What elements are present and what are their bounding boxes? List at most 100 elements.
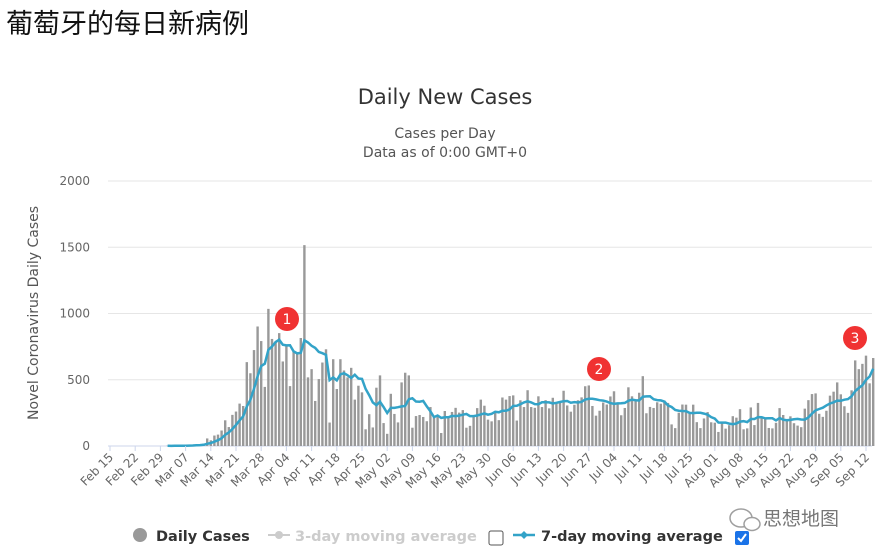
legend-daily-cases[interactable]: Daily Cases [133,528,250,545]
bar [738,409,742,446]
bar [411,427,414,446]
bar [630,396,634,446]
bar [814,393,817,446]
bar [818,413,821,446]
bar [440,433,443,446]
annotation-marker: 2 [587,357,611,381]
bar [548,408,551,446]
bar [346,377,349,446]
bar [414,416,418,446]
bar [274,342,277,446]
bar [558,402,562,446]
bar [533,407,536,446]
bar [566,405,569,446]
bar [828,395,832,446]
bar [450,411,454,446]
bar [742,429,745,446]
bar [468,425,472,446]
bar [497,420,500,446]
bar [555,402,558,446]
bar [368,414,371,446]
bar [854,360,857,446]
bar [692,404,695,446]
bar [519,400,522,446]
y-tick-label: 1000 [59,307,90,321]
bar [551,397,554,446]
bar [321,362,324,446]
bar [288,386,292,446]
bar [443,411,446,446]
legend-3day-average[interactable]: 3-day moving average [268,529,477,545]
x-tick-label: Jul 18 [636,450,670,484]
bar [296,353,299,446]
bar [335,389,338,446]
bar [832,391,835,446]
bar [447,416,450,446]
bar [620,415,623,446]
legend-7day-average[interactable]: 7-day moving average [513,529,723,545]
grid: 0 500 1000 1500 2000 [59,174,872,453]
bar [695,422,698,446]
legend-daily-label: Daily Cases [156,529,250,545]
bar [807,400,810,446]
annotation-label: 3 [851,331,860,347]
bar [386,433,389,446]
bar [717,431,720,446]
bar [602,402,605,446]
bar [278,333,281,446]
bar [728,425,731,446]
bar [702,418,706,446]
bar [332,359,335,446]
bar [821,416,824,446]
bar [317,379,320,446]
bar [342,370,346,446]
bars [166,245,875,446]
bar [270,338,274,446]
bar [382,423,385,446]
watermark: 思想地图 [729,508,839,532]
bar [652,407,655,446]
bar [569,411,572,446]
bar [764,418,767,446]
bar [234,411,238,446]
bar [843,406,846,446]
bar [857,369,860,446]
bar [576,400,580,446]
bar [378,375,382,446]
bar [238,403,241,446]
bar [407,375,410,446]
bar [281,361,284,446]
bar [591,405,594,446]
annotations: 1 2 3 [275,307,867,381]
bar [303,245,306,446]
bar [800,427,803,446]
bar [429,407,432,446]
bar [645,413,648,446]
bar [508,396,511,446]
bar [249,373,252,446]
bar [731,416,734,446]
bar [512,395,515,446]
bar [674,428,677,446]
daily-cases-marker-icon [133,528,147,542]
y-axis-title: Novel Coronavirus Daily Cases [26,206,42,420]
bar [616,402,619,446]
bar [530,407,533,446]
bar [504,399,508,446]
bar [587,385,590,446]
bar [724,428,727,446]
bar [753,425,756,446]
bar [252,350,256,446]
bar [242,405,245,446]
bar [350,367,353,446]
7day-checkbox[interactable] [735,531,749,545]
bar [328,422,331,446]
bar [389,393,392,446]
bar [299,338,302,446]
bar [785,420,788,446]
bar [461,410,464,446]
bar [810,394,814,446]
bar [515,420,518,446]
3day-checkbox[interactable] [488,530,504,546]
bar [306,377,310,446]
